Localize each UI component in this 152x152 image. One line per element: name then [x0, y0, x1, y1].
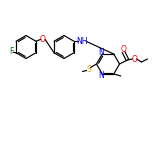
Text: S: S: [86, 64, 91, 74]
Text: N: N: [98, 48, 104, 57]
Text: O: O: [132, 55, 137, 64]
Text: O: O: [121, 45, 126, 54]
Text: F: F: [9, 47, 13, 56]
Text: NH: NH: [76, 37, 88, 46]
Text: O: O: [40, 35, 46, 44]
Text: N: N: [98, 71, 104, 80]
